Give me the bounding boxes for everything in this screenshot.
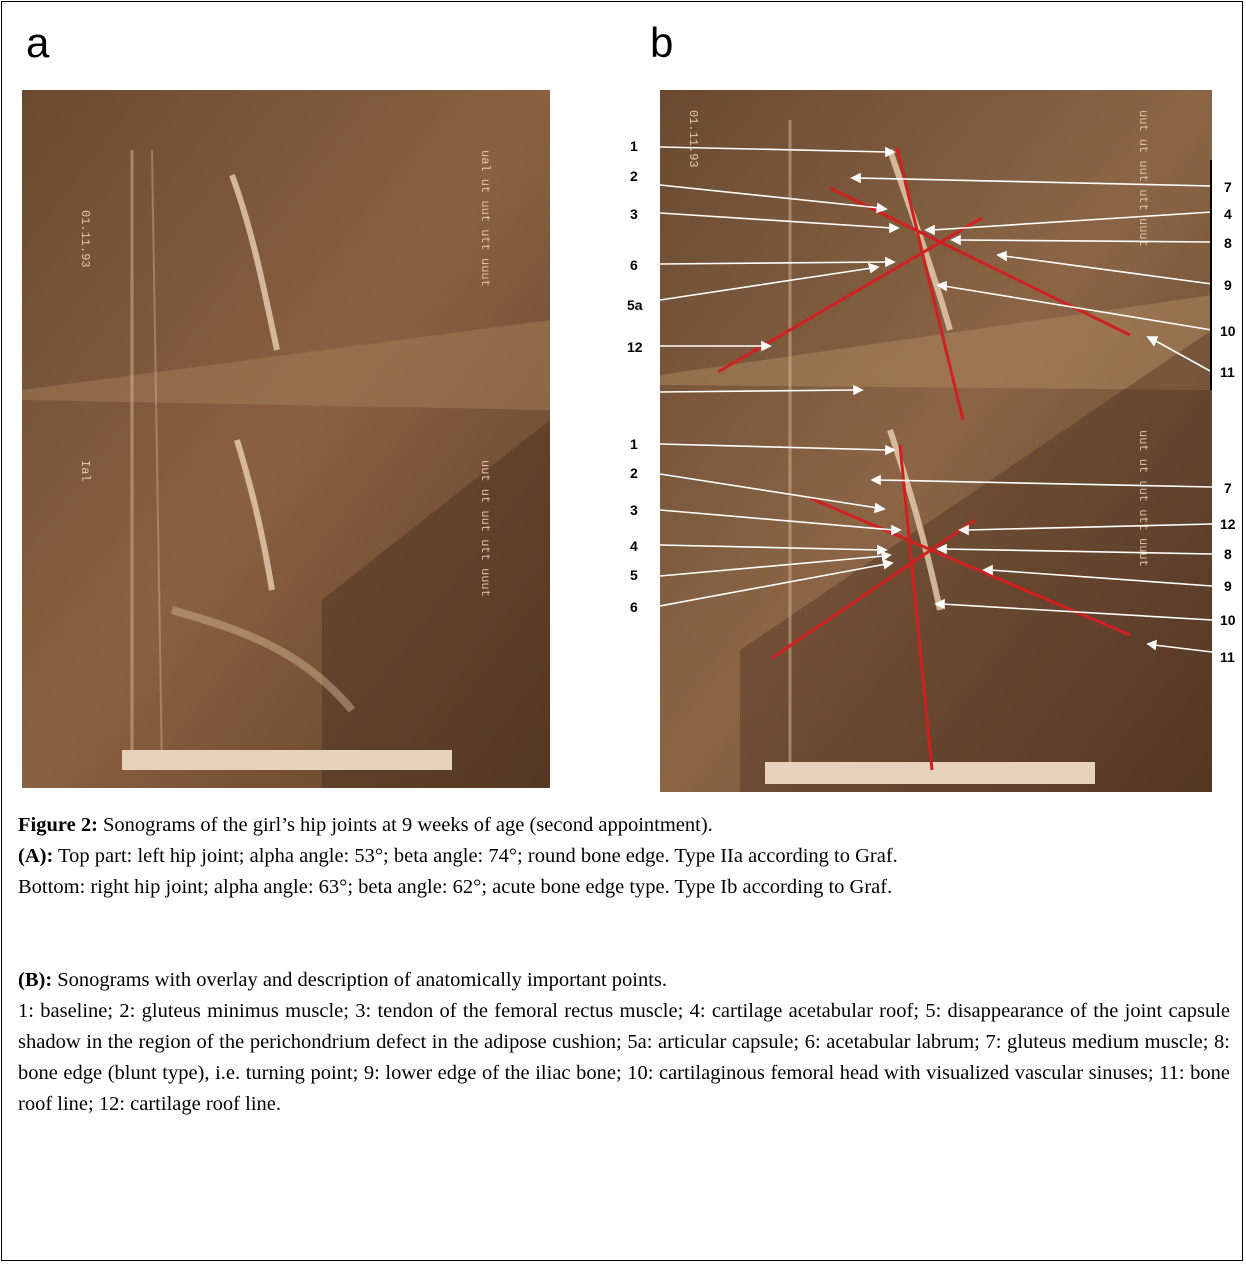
label-b-top-left-6: 6 xyxy=(630,257,638,273)
label-b-bottom-right-11: 11 xyxy=(1220,649,1235,665)
label-b-top-right-9: 9 xyxy=(1224,277,1232,293)
caption-title-label: Figure 2: xyxy=(18,814,98,836)
label-b-top-left-3: 3 xyxy=(630,206,638,222)
panel-label-a: a xyxy=(26,19,50,66)
caption-title-text: Sonograms of the girl’s hip joints at 9 … xyxy=(97,814,713,836)
label-b-top-left-5a: 5a xyxy=(627,297,643,313)
svg-text:uut ut uut utt uuut: uut ut uut utt uuut xyxy=(478,460,492,597)
sonogram-a-image: 01.11.93 ual ut uut utt uuut uut ut uut … xyxy=(22,90,550,788)
label-b-top-left-12: 12 xyxy=(627,339,643,355)
svg-text:ual ut uut utt uuut: ual ut uut utt uuut xyxy=(478,150,492,287)
caption-a-line1: (A): Top part: left hip joint; alpha ang… xyxy=(18,841,1230,872)
label-b-bottom-left-1: 1 xyxy=(630,436,638,452)
caption-b-line1: (B): Sonograms with overlay and descript… xyxy=(18,965,1230,996)
label-b-top-right-7: 7 xyxy=(1224,179,1232,195)
label-b-top-left-1: 1 xyxy=(630,138,638,154)
svg-text:01.11.93: 01.11.93 xyxy=(78,210,92,268)
svg-text:uut ut uut utt uuut: uut ut uut utt uuut xyxy=(1136,430,1150,567)
caption-a-text: Top part: left hip joint; alpha angle: 5… xyxy=(53,845,898,867)
label-b-bottom-left-3: 3 xyxy=(630,502,638,518)
label-b-bottom-right-10: 10 xyxy=(1220,612,1236,628)
caption-b-legend: 1: baseline; 2: gluteus minimus muscle; … xyxy=(18,1000,1230,1115)
svg-text:uut ut uut utt uuut: uut ut uut utt uuut xyxy=(1136,110,1150,247)
svg-text:Ial: Ial xyxy=(78,460,92,482)
label-b-top-right-11: 11 xyxy=(1220,364,1235,380)
figure-caption: Figure 2: Sonograms of the girl’s hip jo… xyxy=(18,810,1230,1120)
label-b-bottom-left-4: 4 xyxy=(630,538,638,554)
panel-label-b: b xyxy=(650,19,674,66)
label-b-top-right-4: 4 xyxy=(1224,206,1232,222)
label-b-top-right-10: 10 xyxy=(1220,323,1236,339)
label-b-bottom-right-12: 12 xyxy=(1220,516,1236,532)
caption-a-line2: Bottom: right hip joint; alpha angle: 63… xyxy=(18,876,893,898)
caption-b-label: (B): xyxy=(18,969,53,991)
label-b-top-left-2: 2 xyxy=(630,168,638,184)
label-b-bottom-left-2: 2 xyxy=(630,465,638,481)
label-b-bottom-right-7: 7 xyxy=(1224,480,1232,496)
svg-text:01.11.93: 01.11.93 xyxy=(686,110,700,168)
caption-title: Figure 2: Sonograms of the girl’s hip jo… xyxy=(18,810,1230,841)
label-b-bottom-left-6: 6 xyxy=(630,599,638,615)
caption-a-label: (A): xyxy=(18,845,54,867)
label-b-bottom-right-9: 9 xyxy=(1224,578,1232,594)
label-b-bottom-right-8: 8 xyxy=(1224,546,1232,562)
label-b-bottom-left-5: 5 xyxy=(630,567,638,583)
caption-b-text: Sonograms with overlay and description o… xyxy=(52,969,668,991)
sonogram-b-image: 01.11.93 uut ut uut utt uuut uut ut uut … xyxy=(660,90,1212,792)
label-b-top-right-8: 8 xyxy=(1224,235,1232,251)
